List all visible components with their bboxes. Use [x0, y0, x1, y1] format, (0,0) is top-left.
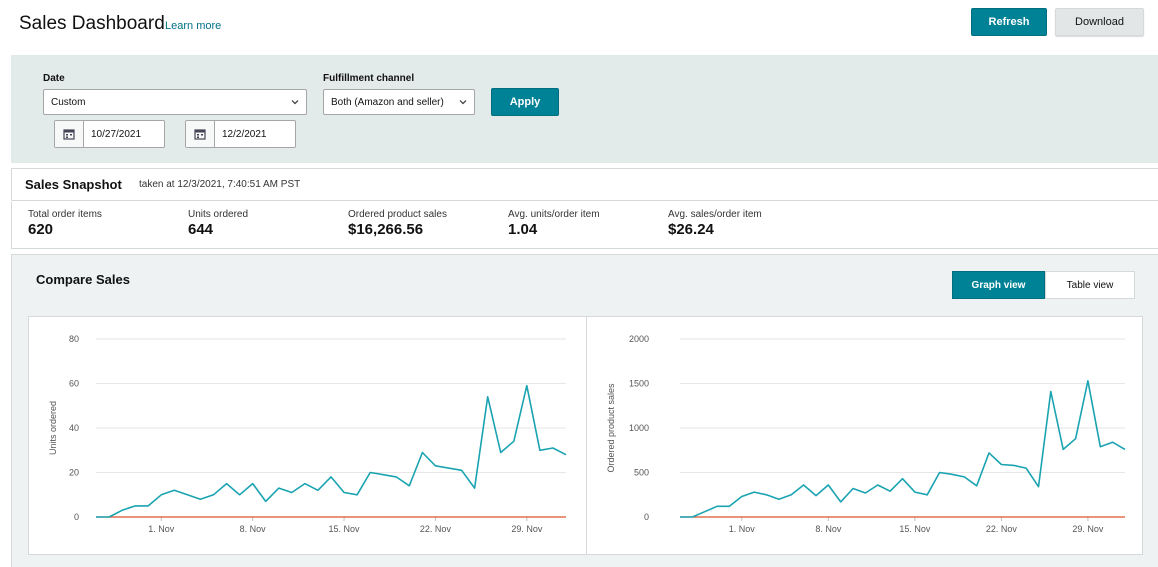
fulfillment-channel-select[interactable]: Both (Amazon and seller)	[323, 89, 475, 115]
start-date-value: 10/27/2021	[91, 128, 142, 140]
metric-value: 620	[28, 221, 54, 238]
compare-sales-panel: Compare Sales Graph view Table view 0 20 4…	[11, 254, 1158, 567]
metric-label: Ordered product sales	[348, 209, 447, 220]
y-tick-label: 0	[644, 512, 649, 522]
y-axis-label: Units ordered	[48, 401, 58, 455]
metric-label: Units ordered	[188, 209, 249, 220]
metric-label: Total order items	[28, 209, 102, 220]
download-button[interactable]: Download	[1055, 8, 1144, 36]
end-date-field[interactable]: 12/2/2021	[185, 120, 296, 148]
y-tick-label: 2000	[629, 334, 649, 344]
metric-value: $26.24	[668, 221, 714, 238]
y-axis-label: Ordered product sales	[606, 383, 616, 473]
x-tick-label: 8. Nov	[815, 524, 842, 534]
series-line-current	[96, 384, 567, 518]
snapshot-title: Sales Snapshot	[25, 177, 122, 192]
series-line-current	[680, 379, 1126, 518]
metric-label: Avg. sales/order item	[668, 209, 762, 220]
metric-value: 1.04	[508, 221, 538, 238]
snapshot-metrics: Total order items 620 Units ordered 644 …	[11, 202, 1158, 249]
x-tick-label: 1. Nov	[729, 524, 756, 534]
date-range-value: Custom	[51, 96, 86, 108]
x-tick-label: 29. Nov	[511, 524, 543, 534]
chevron-down-icon	[459, 100, 467, 105]
y-tick-label: 1500	[629, 379, 649, 389]
metric-avg-sales-per-order-item: Avg. sales/order item $26.24	[668, 209, 762, 238]
ordered-product-sales-chart: 0 500 1000 1500 2000 1. Nov 8. Nov 15. Nov 22. N…	[606, 334, 1126, 534]
x-tick-label: 1. Nov	[148, 524, 175, 534]
fulfillment-channel-label: Fulfillment channel	[323, 73, 415, 84]
refresh-button[interactable]: Refresh	[971, 8, 1047, 36]
y-tick-label: 60	[69, 379, 79, 389]
metric-value: 644	[188, 221, 214, 238]
x-tick-label: 22. Nov	[420, 524, 452, 534]
date-range-select[interactable]: Custom	[43, 89, 307, 115]
apply-button[interactable]: Apply	[491, 88, 559, 116]
table-view-toggle[interactable]: Table view	[1045, 271, 1135, 299]
metric-label: Avg. units/order item	[508, 209, 600, 220]
x-tick-label: 22. Nov	[986, 524, 1018, 534]
y-tick-label: 20	[69, 468, 79, 478]
learn-more-link[interactable]: Learn more	[165, 20, 222, 32]
start-date-field[interactable]: 10/27/2021	[54, 120, 165, 148]
metric-total-order-items: Total order items 620	[28, 209, 102, 238]
y-tick-label: 500	[634, 468, 649, 478]
x-tick-label: 15. Nov	[899, 524, 931, 534]
graph-view-toggle[interactable]: Graph view	[952, 271, 1045, 299]
metric-units-ordered: Units ordered 644	[188, 209, 248, 238]
sales-snapshot-header: Sales Snapshot taken at 12/3/2021, 7:40:…	[11, 168, 1158, 201]
end-date-value: 12/2/2021	[222, 128, 267, 140]
y-tick-label: 40	[69, 423, 79, 433]
compare-sales-title: Compare Sales	[36, 272, 130, 287]
calendar-icon[interactable]	[186, 121, 215, 147]
units-ordered-chart: 0 20 40 60 80 1. Nov 8. Nov 15. Nov 22. Nov 29. N…	[48, 334, 567, 534]
charts-container: 0 20 40 60 80 1. Nov 8. Nov 15. Nov 22. Nov 29. N…	[28, 316, 1143, 555]
y-tick-label: 80	[69, 334, 79, 344]
chevron-down-icon	[291, 100, 299, 105]
chart-divider	[586, 317, 587, 554]
y-tick-label: 1000	[629, 423, 649, 433]
snapshot-timestamp: taken at 12/3/2021, 7:40:51 AM PST	[139, 179, 301, 190]
date-label: Date	[43, 73, 65, 84]
x-tick-label: 29. Nov	[1072, 524, 1104, 534]
metric-value: $16,266.56	[348, 221, 424, 238]
x-tick-label: 8. Nov	[240, 524, 267, 534]
filter-panel: Date Custom 10/27/2021	[11, 55, 1158, 163]
metric-ordered-product-sales: Ordered product sales $16,266.56	[348, 209, 447, 238]
y-tick-label: 0	[74, 512, 79, 522]
page-title: Sales Dashboard	[19, 13, 165, 34]
fulfillment-channel-value: Both (Amazon and seller)	[331, 96, 444, 108]
x-tick-label: 15. Nov	[329, 524, 361, 534]
calendar-icon[interactable]	[55, 121, 84, 147]
metric-avg-units-per-order-item: Avg. units/order item 1.04	[508, 209, 600, 238]
